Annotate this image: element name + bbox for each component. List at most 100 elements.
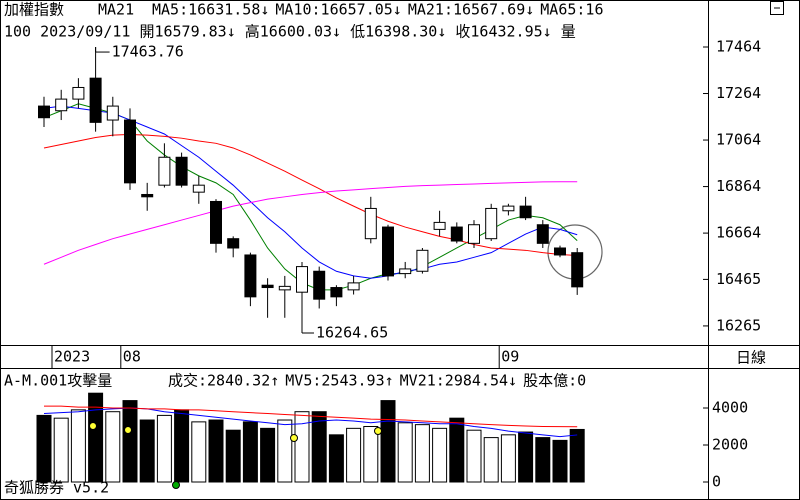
ma-line (43, 105, 578, 279)
candle-body (554, 247, 566, 256)
volume-bar (380, 400, 396, 483)
candle-body (502, 205, 515, 212)
volume-bar (242, 421, 258, 483)
volume-bar (225, 429, 241, 483)
ma-line (43, 103, 578, 291)
candle-body (89, 77, 102, 123)
candle-body (227, 238, 240, 249)
volume-bar (328, 434, 344, 483)
legend-entry: MA65:16 (540, 1, 603, 19)
volume-bar (191, 421, 207, 483)
signal-dot (172, 481, 180, 489)
volume-bar (518, 431, 534, 483)
candle-body (38, 105, 50, 119)
ma-line (43, 133, 578, 257)
candle-body (278, 285, 291, 291)
volume-title: A-M.001攻擊量 (4, 372, 112, 390)
candle-body (485, 207, 498, 240)
candle-body (450, 226, 463, 242)
chart-subtitle: MA21 (98, 1, 134, 19)
candle-body (433, 221, 446, 230)
candle-body (296, 266, 308, 293)
candle-body (382, 226, 394, 277)
volume-bar (208, 419, 224, 483)
volume-bar (122, 400, 138, 483)
y-tick-label: 4000 (712, 398, 748, 416)
volume-bar (294, 411, 310, 483)
legend-entry: MA10:16657.05↓ (275, 1, 401, 19)
y-tick-label: 0 (712, 472, 721, 490)
x-tick-label: 2023 (54, 348, 90, 366)
y-tick-label: 17064 (716, 131, 761, 149)
volume-bar (36, 414, 52, 483)
volume-bar (88, 392, 104, 483)
volume-bar (483, 437, 499, 483)
annotation: 17463.76 (112, 43, 184, 61)
y-tick-label: 17264 (716, 84, 761, 102)
y-tick-label: 16265 (716, 316, 761, 334)
y-tick-label: 16664 (716, 224, 761, 242)
candle-body (330, 287, 343, 298)
legend-entry: 股本億:0 (523, 372, 586, 390)
period-label[interactable]: 日線 (736, 349, 766, 367)
volume-bar (105, 411, 121, 483)
volume-bar (535, 437, 551, 483)
x-tick-label: 08 (123, 348, 141, 366)
y-tick-label: 16864 (716, 177, 761, 195)
plot (36, 47, 585, 483)
volume-bar (346, 427, 362, 483)
legend-entry: MA21:16567.69↓ (408, 1, 534, 19)
volume-bar (260, 427, 276, 483)
candle-body (72, 86, 85, 100)
footer: 奇狐勝券 v5.2 (4, 479, 109, 497)
ma-line (43, 181, 578, 265)
candle-body (519, 205, 532, 219)
candle-body (175, 156, 188, 186)
volume-bar (449, 417, 465, 483)
volume-bar (139, 419, 155, 483)
signal-dot (290, 434, 298, 442)
volume-bar (466, 429, 482, 483)
volume-bar (53, 417, 69, 483)
annotation: 16264.65 (316, 324, 388, 342)
legend-entry: MA5:16631.58↓ (152, 1, 269, 19)
y-tick-label: 16465 (716, 270, 761, 288)
signal-dot (124, 426, 132, 434)
candle-body (210, 200, 222, 244)
volume-bar (500, 434, 516, 483)
candle-body (468, 224, 480, 244)
y-tick-label: 2000 (712, 435, 748, 453)
volume-bar (397, 422, 413, 483)
candle-body (364, 207, 377, 240)
candle-body (536, 224, 549, 244)
candle-body (571, 252, 584, 288)
volume-bar (174, 409, 190, 483)
volume-bar (569, 428, 585, 483)
volume-bar (552, 439, 568, 483)
y-tick-label: 17464 (716, 37, 761, 55)
candle-body (106, 105, 119, 121)
candle-body (141, 193, 154, 198)
legend-entry: 成交:2840.32↑ (168, 372, 279, 390)
chart-title: 加權指數 (4, 1, 64, 19)
candle-body (261, 284, 274, 289)
candle-body (313, 270, 326, 300)
volume-bar (432, 427, 448, 483)
volume-bar (363, 425, 379, 483)
ma-line (44, 405, 578, 428)
candle-body (416, 249, 429, 272)
candle-body (158, 156, 171, 186)
volume-bar (70, 409, 86, 483)
candle-body (399, 268, 412, 275)
signal-dot (89, 422, 97, 430)
candle-body (192, 184, 205, 193)
candle-body (124, 119, 136, 184)
info-line: 100 2023/09/11 開16579.83↓ 高16600.03↓ 低16… (4, 23, 576, 41)
legend-entry: MV5:2543.93↑ (285, 372, 393, 390)
legend-entry: MV21:2984.54↓ (400, 372, 517, 390)
x-tick-label: 09 (501, 348, 519, 366)
volume-bar (414, 424, 430, 483)
candle-body (55, 98, 68, 112)
signal-dot (374, 427, 382, 435)
